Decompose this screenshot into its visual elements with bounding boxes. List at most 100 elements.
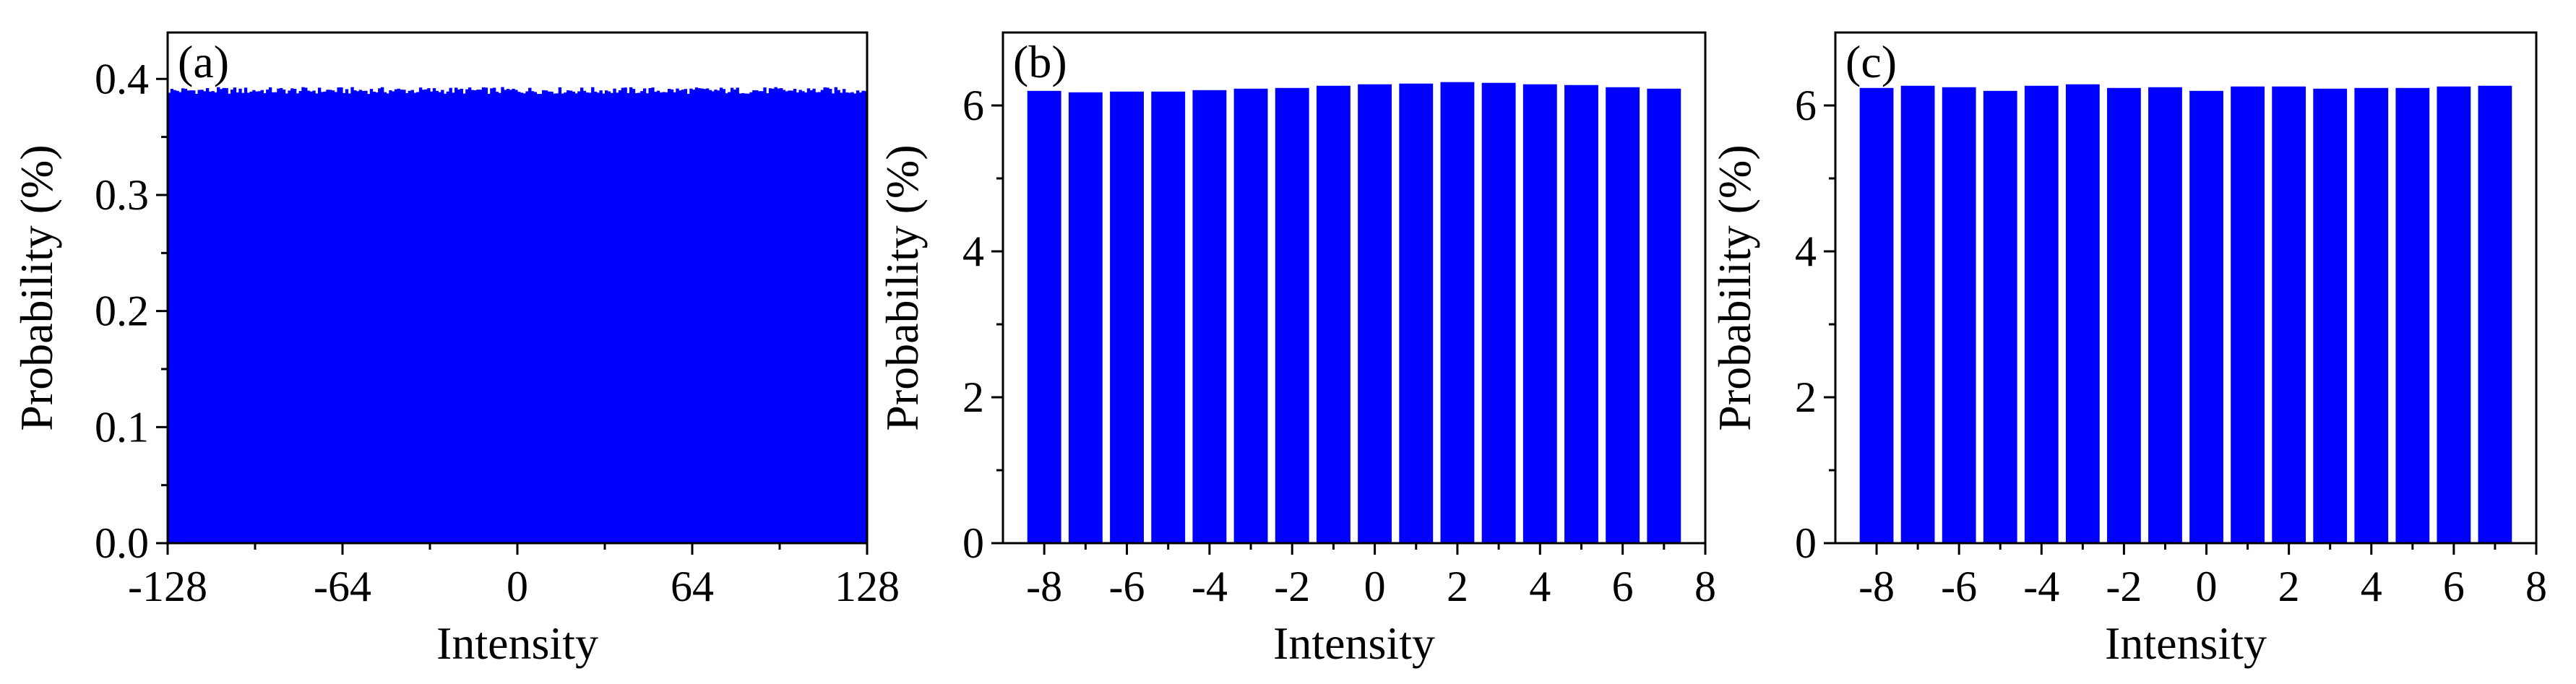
panel-label: (c) bbox=[1845, 36, 1897, 87]
chart-panel-3: -8 -6 -4 -2 0 2 4 6 8 0 2 4 6 Intensity Probability (%… bbox=[1709, 31, 2547, 669]
bar bbox=[780, 88, 783, 543]
x-tick-label: 0 bbox=[507, 563, 528, 610]
bar bbox=[676, 88, 679, 543]
y-tick-label: 0.1 bbox=[95, 403, 149, 451]
bar bbox=[219, 89, 223, 544]
bar bbox=[268, 87, 272, 543]
bar bbox=[725, 93, 728, 544]
bar bbox=[1110, 91, 1144, 543]
y-axis: 0 2 4 6 bbox=[962, 82, 1003, 567]
bar bbox=[850, 92, 854, 543]
bar bbox=[642, 88, 647, 543]
bar bbox=[2437, 86, 2471, 544]
bar bbox=[457, 89, 461, 544]
bar bbox=[320, 92, 324, 544]
bar bbox=[845, 92, 849, 543]
bar bbox=[834, 87, 838, 544]
bar bbox=[1522, 84, 1557, 543]
bar bbox=[329, 90, 332, 543]
bar bbox=[763, 87, 767, 543]
y-tick-label: 4 bbox=[1795, 228, 1817, 275]
bar bbox=[189, 90, 193, 544]
bar bbox=[197, 90, 201, 543]
bar bbox=[806, 88, 811, 543]
bar bbox=[809, 90, 813, 543]
bar bbox=[858, 92, 863, 543]
bar bbox=[181, 88, 185, 543]
bar bbox=[550, 91, 553, 543]
x-tick-label: -64 bbox=[314, 563, 371, 610]
bar bbox=[402, 90, 406, 543]
x-tick-label: 128 bbox=[835, 563, 900, 610]
bar bbox=[801, 91, 805, 544]
bar bbox=[285, 93, 288, 544]
bar bbox=[326, 90, 329, 544]
y-tick-label: 2 bbox=[962, 373, 984, 421]
bar bbox=[178, 92, 182, 544]
bar bbox=[249, 91, 253, 544]
bar bbox=[637, 92, 641, 544]
bar bbox=[1900, 85, 1935, 544]
bar bbox=[826, 87, 830, 543]
bar bbox=[788, 90, 791, 543]
bar bbox=[263, 93, 267, 543]
bar bbox=[331, 90, 335, 543]
x-tick-label: 64 bbox=[671, 563, 714, 610]
bar bbox=[462, 93, 466, 543]
bar bbox=[525, 91, 529, 543]
bar bbox=[1942, 87, 1976, 543]
panel-label: (a) bbox=[178, 36, 229, 87]
plot-frame bbox=[1001, 31, 1707, 545]
bar bbox=[634, 92, 638, 544]
bar bbox=[831, 93, 835, 543]
bar bbox=[714, 90, 718, 544]
bar bbox=[282, 89, 286, 543]
bar bbox=[397, 88, 401, 544]
bar bbox=[345, 89, 349, 544]
bar bbox=[1358, 84, 1392, 543]
x-tick-label: -8 bbox=[1026, 563, 1062, 610]
x-tick-label: 8 bbox=[1694, 563, 1716, 610]
bar bbox=[577, 91, 581, 544]
bar bbox=[708, 90, 712, 543]
bar bbox=[350, 87, 354, 543]
bar bbox=[798, 90, 802, 544]
bar bbox=[2478, 85, 2512, 544]
bar bbox=[400, 90, 403, 543]
bar bbox=[853, 93, 857, 543]
bar bbox=[1564, 85, 1598, 544]
bar bbox=[337, 87, 340, 544]
bar bbox=[823, 87, 827, 543]
bar bbox=[274, 92, 277, 544]
bar bbox=[692, 90, 696, 543]
bar bbox=[610, 92, 613, 543]
bar bbox=[757, 91, 762, 543]
bar bbox=[621, 87, 625, 543]
bar bbox=[173, 90, 176, 543]
bar bbox=[1316, 85, 1351, 544]
bar bbox=[820, 90, 824, 543]
bar bbox=[640, 91, 644, 544]
bar bbox=[730, 87, 734, 543]
bar bbox=[228, 93, 231, 543]
bar bbox=[722, 89, 725, 543]
x-tick-label: -4 bbox=[2023, 563, 2059, 610]
bar bbox=[768, 88, 772, 544]
bar bbox=[760, 91, 764, 544]
bar bbox=[405, 92, 409, 543]
bar bbox=[741, 92, 745, 543]
bar bbox=[389, 90, 392, 543]
bar bbox=[356, 91, 360, 544]
bar bbox=[217, 87, 220, 544]
bar bbox=[424, 89, 428, 544]
bar bbox=[544, 90, 548, 543]
bar bbox=[211, 91, 215, 543]
bar bbox=[791, 90, 794, 543]
bar bbox=[771, 88, 775, 543]
bar bbox=[315, 93, 319, 543]
bar bbox=[260, 90, 264, 544]
bar bbox=[1151, 91, 1186, 543]
bar bbox=[717, 90, 720, 543]
bar bbox=[277, 88, 280, 544]
